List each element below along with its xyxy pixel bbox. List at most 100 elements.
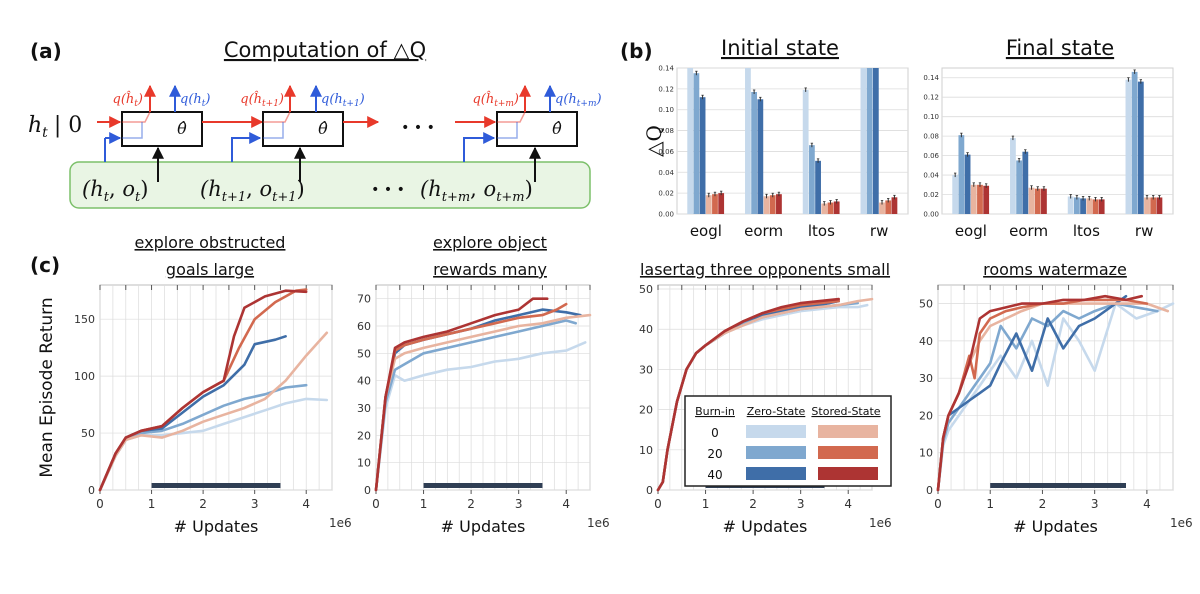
y-tick-label: 0.02 <box>658 190 674 198</box>
legend-swatch-stored-20 <box>818 446 878 459</box>
x-tick-label: 3 <box>797 497 805 511</box>
bar <box>808 145 815 214</box>
bar <box>1073 197 1080 214</box>
input-label-2: (ht+1, ot+1) <box>200 177 305 205</box>
input-sequence-box <box>69 161 591 209</box>
x-tick-label: 0 <box>96 497 104 511</box>
y-tick-label: 50 <box>639 283 653 296</box>
panel-label-b: (b) <box>620 39 653 63</box>
y-tick-label: 10 <box>357 457 371 470</box>
category-label: rw <box>1135 222 1153 240</box>
out-red-label-1: q(ĥt) <box>113 91 143 109</box>
bar-chart-final-state: Final state 0.00 0.02 0.04 0.06 0.08 0.10 0.12 0… <box>923 36 1174 240</box>
x-tick-label: 3 <box>251 497 259 511</box>
y-tick-label: 50 <box>357 347 371 360</box>
legend-row-label-20: 20 <box>707 447 722 461</box>
legend-row-label-0: 0 <box>711 426 719 440</box>
line-chart-explore-obstructed-goals-large: explore obstructed goals large 0 50 100 150 0 1… <box>37 233 352 536</box>
bar <box>745 68 751 214</box>
theta-hat-2: θ̂ <box>318 119 328 138</box>
y-axis-label: Mean Episode Return <box>37 297 57 477</box>
y-tick-label: 100 <box>74 370 95 383</box>
category-label: ltos <box>808 222 835 240</box>
x-tick-label: 1 <box>702 497 710 511</box>
x-tick-label: 1 <box>986 497 994 511</box>
bar <box>1092 199 1099 214</box>
y-tick-label: 10 <box>639 444 653 457</box>
bar <box>827 202 834 214</box>
category-label: rw <box>870 222 888 240</box>
y-tick-label: 40 <box>639 323 653 336</box>
legend-header-stored: Stored-State <box>811 405 880 418</box>
x-axis-label: # Updates <box>1013 517 1098 536</box>
highlight-range-bar <box>990 483 1126 488</box>
series-line-stored-state-40 <box>656 297 841 492</box>
x-axis-label: # Updates <box>723 517 808 536</box>
bar <box>1010 138 1016 214</box>
legend-swatch-zero-40 <box>746 467 806 480</box>
bar <box>891 197 898 214</box>
bar <box>1016 160 1023 214</box>
category-label: eorm <box>1009 222 1048 240</box>
y-tick-label: 20 <box>639 404 653 417</box>
x-tick-label: 3 <box>515 497 523 511</box>
bar <box>1022 151 1029 214</box>
x-tick-label: 4 <box>844 497 852 511</box>
y-tick-label: 0.02 <box>923 191 939 199</box>
x-tick-label: 2 <box>1039 497 1047 511</box>
y-tick-label: 0.10 <box>658 106 674 114</box>
y-tick-label: 50 <box>81 427 95 440</box>
bar <box>815 160 821 214</box>
x-tick-label: 3 <box>1091 497 1099 511</box>
x-axis-exponent: 1e6 <box>587 516 610 530</box>
theta-hat-1: θ̂ <box>177 119 187 138</box>
series-line-stored-state-40 <box>374 297 549 492</box>
x-tick-label: 0 <box>934 497 942 511</box>
bar <box>983 185 990 214</box>
bar <box>952 175 959 214</box>
bar <box>1131 71 1138 214</box>
bar <box>1150 197 1157 214</box>
y-tick-label: 0.12 <box>923 94 939 102</box>
y-tick-label: 30 <box>357 402 371 415</box>
y-tick-label: 40 <box>919 335 933 348</box>
input-label-3: (ht+m, ot+m) <box>420 177 533 205</box>
y-tick-label: 30 <box>639 363 653 376</box>
bar <box>763 196 770 214</box>
lstm-block-3: θ̂ <box>496 111 578 147</box>
bar <box>1156 197 1163 214</box>
link-blue-into-3 <box>463 132 496 162</box>
x-tick-label: 0 <box>372 497 380 511</box>
lstm-block-1: θ̂ <box>121 111 203 147</box>
x-tick-label: 4 <box>302 497 310 511</box>
y-tick-label: 40 <box>357 375 371 388</box>
bar <box>776 194 782 214</box>
bar <box>802 89 809 214</box>
y-tick-label: 50 <box>919 298 933 311</box>
y-tick-label: 0.14 <box>923 74 939 82</box>
y-tick-label: 70 <box>357 293 371 306</box>
series-line-stored-state-40 <box>98 289 308 492</box>
panel-label-a: (a) <box>30 39 62 63</box>
bar <box>1086 198 1093 214</box>
y-tick-label: 0.08 <box>923 133 939 141</box>
line-chart-title: lasertag three opponents small <box>640 260 890 279</box>
bar <box>1080 198 1086 214</box>
series-line-stored-state-0 <box>374 313 592 492</box>
y-tick-label: 0.04 <box>658 169 674 177</box>
bar <box>872 68 879 214</box>
bar <box>712 194 718 214</box>
bar <box>699 97 706 214</box>
bar <box>860 68 867 214</box>
x-axis-exponent: 1e6 <box>869 516 892 530</box>
panel-label-c: (c) <box>30 253 60 277</box>
bar <box>718 193 725 214</box>
legend-swatch-zero-0 <box>746 425 806 438</box>
category-label: eorm <box>744 222 783 240</box>
x-tick-label: 0 <box>654 497 662 511</box>
y-tick-label: 60 <box>357 320 371 333</box>
legend-swatch-stored-40 <box>818 467 878 480</box>
bar <box>769 195 776 214</box>
series-line-zero-state-40 <box>936 294 1128 492</box>
legend-header-burnin: Burn-in <box>695 405 735 418</box>
